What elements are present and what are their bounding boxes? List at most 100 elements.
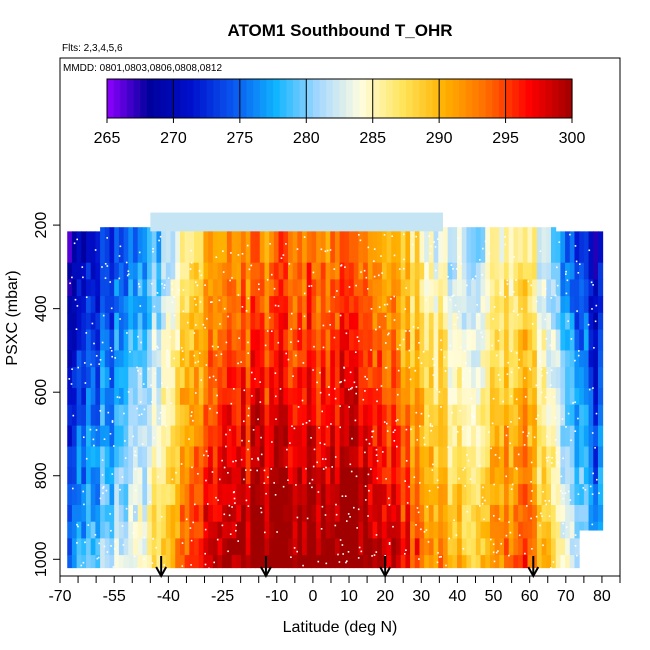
heatmap-cell	[95, 467, 101, 485]
heatmap-cell	[175, 279, 181, 297]
heatmap-cell	[273, 484, 280, 506]
track-dot	[133, 555, 136, 558]
heatmap-cell	[433, 538, 439, 556]
heatmap-cell	[433, 388, 439, 406]
track-dot	[173, 357, 175, 360]
x-axis: -70 -55 -40 -25 -10 0 10 20 30 40 50 60 70 80	[48, 576, 621, 605]
heatmap-cell	[372, 521, 378, 539]
heatmap-cell	[137, 312, 143, 331]
heatmap-cell	[156, 555, 162, 569]
track-dot	[82, 561, 85, 564]
track-dot	[243, 389, 246, 392]
heatmap-cell	[457, 538, 463, 556]
heatmap-cell	[208, 262, 214, 280]
heatmap-cell	[428, 350, 435, 368]
heatmap-cell	[452, 484, 458, 506]
heatmap-cell	[147, 538, 153, 556]
heatmap-cell	[349, 521, 355, 539]
heatmap-cell	[255, 446, 261, 468]
track-dot	[335, 513, 338, 516]
track-dot	[104, 277, 107, 279]
heatmap-cell	[457, 312, 463, 331]
heatmap-cell	[485, 388, 491, 406]
track-dot	[87, 524, 90, 526]
heatmap-cell	[334, 350, 341, 368]
colorbar: 265 270 275 280 285 290 295 300	[94, 78, 585, 147]
heatmap-cell	[311, 467, 317, 485]
track-dot	[215, 496, 217, 499]
track-dot	[334, 524, 337, 527]
track-dot	[237, 540, 239, 542]
colorbar-swatch	[359, 79, 367, 118]
heatmap-cell	[109, 367, 115, 389]
heatmap-cell	[569, 521, 575, 539]
track-dot	[481, 274, 483, 276]
heatmap-cell	[489, 446, 496, 468]
track-dot	[458, 477, 460, 480]
track-dot	[511, 483, 514, 486]
heatmap-cell	[311, 312, 317, 331]
track-dot	[517, 453, 520, 456]
track-dot	[472, 278, 474, 280]
heatmap-cell	[353, 555, 359, 569]
track-dot	[216, 411, 218, 414]
heatmap-cell	[316, 350, 322, 368]
heatmap-cell	[593, 446, 599, 468]
heatmap-cell	[128, 425, 134, 447]
heatmap-cell	[165, 350, 172, 368]
track-dot	[397, 393, 399, 396]
heatmap-cell	[109, 388, 115, 406]
heatmap-cell	[457, 388, 463, 406]
heatmap-cell	[320, 521, 327, 539]
heatmap-cell	[175, 467, 181, 485]
heatmap-cell	[574, 504, 580, 523]
track-dot	[339, 426, 341, 429]
heatmap-cell	[405, 262, 411, 280]
track-dot	[476, 304, 478, 306]
heatmap-cell	[264, 484, 270, 506]
track-dot	[111, 473, 114, 475]
colorbar-swatch	[472, 79, 480, 118]
heatmap-cell	[147, 227, 153, 264]
heatmap-cell	[550, 312, 557, 331]
heatmap-cell	[597, 329, 604, 351]
heatmap-cell	[137, 467, 143, 485]
heatmap-cell	[86, 350, 92, 368]
track-dot	[149, 501, 151, 503]
heatmap-cell	[400, 521, 406, 539]
track-dot	[160, 515, 163, 518]
heatmap-cell	[241, 388, 247, 406]
track-dot	[433, 241, 435, 243]
heatmap-cell	[283, 484, 289, 506]
track-dot	[384, 367, 387, 369]
colorbar-swatch	[312, 79, 321, 118]
track-dot	[567, 412, 570, 415]
track-dot	[577, 272, 580, 274]
heatmap-cell	[236, 467, 242, 485]
heatmap-cell	[442, 367, 449, 389]
heatmap-cell	[100, 404, 106, 427]
heatmap-cell	[198, 367, 204, 389]
heatmap-cell	[386, 446, 392, 468]
heatmap-cell	[264, 521, 270, 539]
track-dot	[295, 484, 297, 486]
heatmap-cell	[241, 279, 247, 297]
heatmap-cell	[128, 538, 134, 556]
heatmap-cell	[189, 446, 195, 468]
heatmap-cell	[377, 367, 383, 389]
track-dot	[136, 407, 138, 410]
heatmap-cell	[118, 367, 125, 389]
heatmap-cell	[344, 446, 350, 468]
heatmap-cell	[311, 329, 317, 351]
heatmap-cell	[320, 538, 327, 556]
heatmap-cell	[179, 446, 186, 468]
heatmap-cell	[452, 521, 458, 539]
heatmap-cell	[424, 350, 430, 368]
track-dot	[70, 383, 73, 385]
heatmap-cell	[367, 504, 374, 523]
heatmap-cell	[339, 484, 345, 506]
heatmap-cell	[438, 279, 444, 297]
heatmap-cell	[555, 388, 561, 406]
heatmap-cell	[499, 538, 505, 556]
heatmap-cell	[306, 425, 312, 447]
